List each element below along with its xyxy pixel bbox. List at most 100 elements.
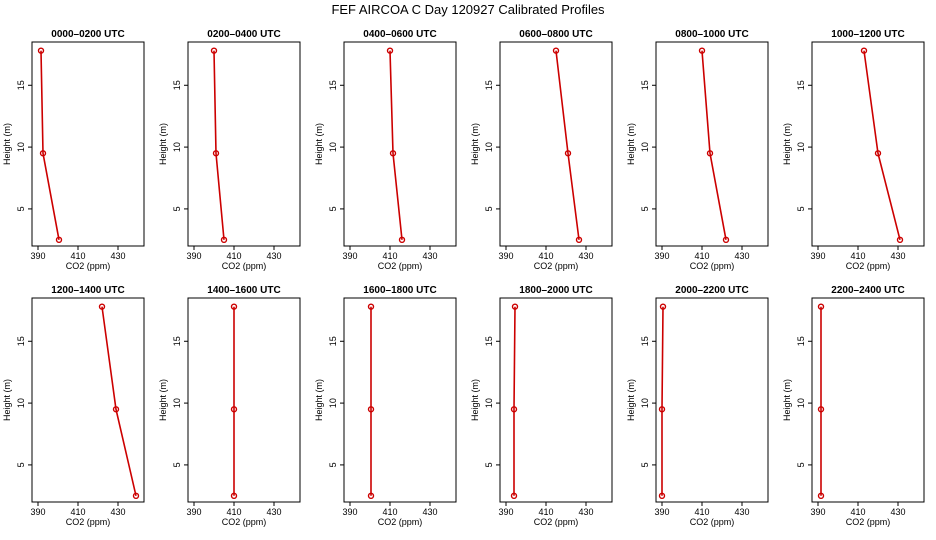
y-tick-label: 15 [16,336,26,346]
y-tick-label: 5 [16,206,26,211]
x-tick-label: 410 [850,507,865,517]
y-axis-label: Height (m) [626,123,636,165]
data-point [230,303,238,310]
profile-line [101,306,137,496]
x-tick-label: 390 [498,251,513,261]
data-point [55,236,63,244]
x-tick-label: 430 [110,507,125,517]
plot-frame [655,297,769,503]
y-tick-label: 10 [328,398,338,408]
x-axis-label: CO2 (ppm) [66,261,111,271]
profile-line [513,306,516,496]
y-axis-label: Height (m) [314,123,324,165]
data-point [817,303,825,310]
data-point [722,236,730,244]
x-axis-label: CO2 (ppm) [534,261,579,271]
x-tick-label: 410 [538,507,553,517]
x-axis-label: CO2 (ppm) [690,261,735,271]
x-axis-label: CO2 (ppm) [846,261,891,271]
y-tick-label: 10 [172,142,182,152]
plot-frame [187,41,301,247]
x-axis-label: CO2 (ppm) [378,261,423,271]
y-tick-label: 10 [640,142,650,152]
x-axis-label: CO2 (ppm) [534,517,579,527]
data-point [389,150,397,157]
y-axis-label: Height (m) [470,379,480,421]
x-tick-label: 430 [734,251,749,261]
x-tick-label: 430 [110,251,125,261]
y-tick-label: 5 [172,462,182,467]
x-tick-label: 390 [30,507,45,517]
y-tick-label: 5 [484,462,494,467]
data-point [510,406,518,413]
profile-line [389,50,403,240]
data-point [659,303,667,310]
x-tick-label: 390 [342,507,357,517]
y-tick-label: 5 [796,206,806,211]
data-point [552,47,560,54]
data-point [210,47,218,54]
panel-title: 1200–1400 UTC [51,285,124,296]
x-tick-label: 410 [382,251,397,261]
profile-line [661,306,664,496]
panel-title: 2200–2400 UTC [831,285,904,296]
x-tick-label: 430 [734,507,749,517]
y-tick-label: 15 [640,336,650,346]
panel-title: 0200–0400 UTC [207,29,280,40]
panel-title: 1400–1600 UTC [207,285,280,296]
y-tick-label: 10 [328,142,338,152]
plot-frame [499,41,613,247]
y-tick-label: 10 [640,398,650,408]
y-tick-label: 15 [328,80,338,90]
y-axis-label: Height (m) [158,379,168,421]
profile-line [701,50,727,240]
panel-title: 0600–0800 UTC [519,29,592,40]
profile-line [40,50,60,240]
y-tick-label: 15 [796,336,806,346]
x-tick-label: 430 [578,251,593,261]
x-tick-label: 410 [226,251,241,261]
x-tick-label: 410 [694,507,709,517]
data-point [658,492,666,500]
x-tick-label: 390 [810,507,825,517]
x-axis-label: CO2 (ppm) [846,517,891,527]
panel-title: 1000–1200 UTC [831,29,904,40]
y-tick-label: 5 [640,462,650,467]
y-axis-label: Height (m) [782,379,792,421]
y-tick-label: 5 [172,206,182,211]
x-tick-label: 430 [890,251,905,261]
data-point [698,47,706,54]
profile-line [213,50,225,240]
y-axis-label: Height (m) [2,379,12,421]
x-tick-label: 430 [578,507,593,517]
data-point [896,236,904,244]
data-point [510,492,518,500]
x-tick-label: 430 [890,507,905,517]
data-point [220,236,228,244]
profile-line [863,50,901,240]
x-tick-label: 390 [30,251,45,261]
panel-title: 1600–1800 UTC [363,285,436,296]
plot-frame [187,297,301,503]
data-point [564,150,572,157]
x-tick-label: 410 [694,251,709,261]
x-tick-label: 390 [342,251,357,261]
y-tick-label: 10 [796,398,806,408]
y-tick-label: 10 [16,398,26,408]
x-tick-label: 430 [266,507,281,517]
plot-frame [343,41,457,247]
x-axis-label: CO2 (ppm) [222,517,267,527]
y-tick-label: 10 [172,398,182,408]
data-point [367,303,375,310]
plot-frame [31,41,145,247]
y-tick-label: 10 [484,398,494,408]
data-point [212,150,220,157]
